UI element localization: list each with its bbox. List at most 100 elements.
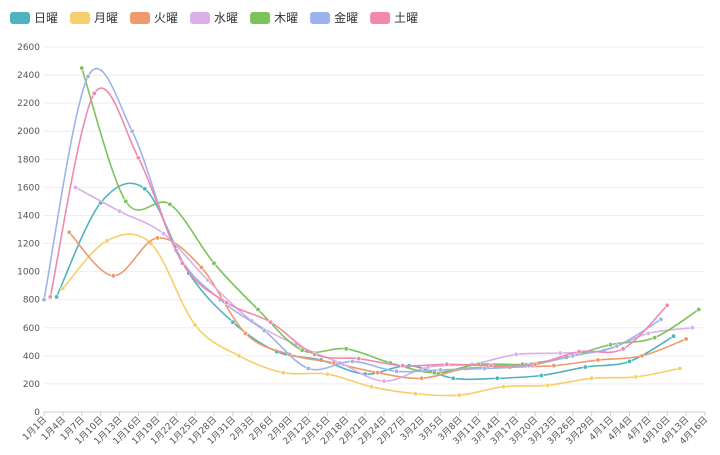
data-point [110, 273, 116, 279]
data-point [104, 238, 110, 244]
data-point [66, 229, 72, 235]
y-tick-label: 2200 [17, 99, 40, 109]
data-point [438, 367, 444, 373]
data-point [482, 365, 488, 371]
legend-item: 土曜 [370, 11, 418, 25]
legend-swatch [250, 12, 271, 24]
data-point [501, 384, 507, 390]
legend-swatch [70, 12, 91, 24]
data-point [608, 342, 614, 348]
data-point [211, 260, 217, 266]
data-point [381, 378, 387, 384]
data-point [456, 392, 462, 398]
data-point [142, 186, 148, 192]
data-point [589, 375, 595, 381]
series-line [62, 233, 680, 397]
legend-swatch [10, 12, 30, 24]
data-point [658, 316, 664, 322]
legend-label: 水曜 [214, 11, 238, 25]
data-point [154, 235, 160, 241]
legend-swatch [190, 12, 211, 24]
data-point [230, 319, 236, 325]
data-point [532, 361, 538, 367]
data-point [450, 375, 456, 381]
y-tick-label: 2400 [17, 71, 40, 81]
legend-item: 日曜 [10, 11, 58, 25]
data-point [394, 368, 400, 374]
y-tick-label: 200 [23, 380, 40, 390]
data-point [582, 364, 588, 370]
data-point [261, 328, 267, 334]
legend-label: 日曜 [34, 11, 58, 25]
y-tick-label: 2000 [17, 127, 40, 137]
data-point [236, 353, 242, 359]
data-point [494, 375, 500, 381]
legend-swatch [130, 12, 151, 24]
data-point [72, 184, 78, 190]
legend-swatch [310, 12, 331, 24]
data-point [444, 361, 450, 367]
data-point [696, 307, 702, 313]
y-tick-label: 400 [23, 352, 40, 362]
y-tick-label: 1000 [17, 268, 40, 278]
data-point [305, 365, 311, 371]
y-tick-label: 2600 [17, 43, 40, 53]
data-point [255, 307, 261, 313]
data-point [576, 349, 582, 355]
data-point [551, 363, 557, 369]
data-point [299, 347, 305, 353]
y-tick-label: 1200 [17, 240, 40, 250]
data-point [431, 370, 437, 376]
data-point [626, 358, 632, 364]
data-point [557, 350, 563, 356]
data-point [614, 343, 620, 349]
series-line [81, 67, 700, 374]
data-point [129, 128, 135, 134]
data-point [205, 277, 211, 283]
data-point [242, 330, 248, 336]
legend-label: 土曜 [394, 11, 418, 25]
data-point [280, 370, 286, 376]
series-line [68, 231, 687, 380]
data-point [135, 155, 141, 161]
data-point [412, 391, 418, 397]
data-point [689, 325, 695, 331]
data-point [671, 333, 677, 339]
y-tick-label: 0 [34, 408, 40, 418]
data-point [620, 346, 626, 352]
data-point [652, 335, 658, 341]
data-point [85, 73, 91, 79]
legend-label: 金曜 [334, 10, 358, 25]
data-point [60, 285, 66, 291]
data-point [198, 264, 204, 270]
y-tick-label: 1800 [17, 155, 40, 165]
data-point [664, 302, 670, 308]
legend-label: 火曜 [154, 11, 178, 25]
legend-item: 金曜 [310, 10, 358, 25]
legend-item: 水曜 [190, 11, 238, 25]
y-tick-label: 800 [23, 296, 40, 306]
data-point [400, 363, 406, 369]
data-point [123, 198, 129, 204]
data-point [545, 382, 551, 388]
legend-item: 火曜 [130, 11, 178, 25]
data-point [639, 353, 645, 359]
legend-label: 月曜 [94, 11, 118, 25]
data-point [645, 330, 651, 336]
data-point [488, 363, 494, 369]
data-point [268, 319, 274, 325]
y-tick-label: 1400 [17, 211, 40, 221]
data-point [595, 357, 601, 363]
data-point [513, 351, 519, 357]
data-point [312, 351, 318, 357]
data-point [179, 260, 185, 266]
legend-swatch [370, 12, 391, 24]
legend-item: 月曜 [70, 11, 118, 25]
data-point [224, 299, 230, 305]
data-point [161, 231, 167, 237]
series-line [49, 87, 668, 367]
data-point [117, 208, 123, 214]
data-point [91, 90, 97, 96]
data-point [47, 294, 53, 300]
